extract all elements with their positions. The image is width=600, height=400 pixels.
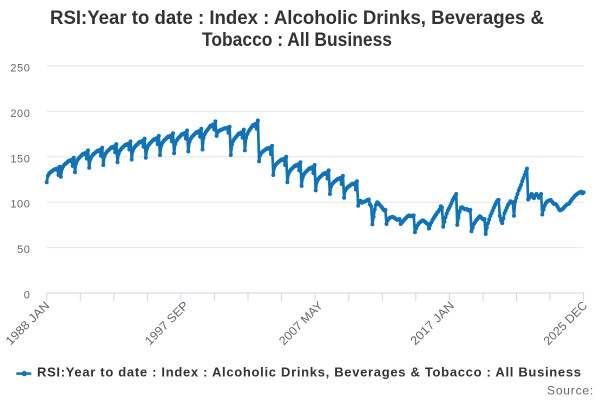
svg-text:150: 150 [10,153,30,165]
svg-text:0: 0 [24,290,31,302]
svg-text:250: 250 [10,63,30,75]
svg-text:200: 200 [10,108,30,120]
svg-text:Source:: Source: [547,384,594,398]
svg-text:Tobacco : All Business: Tobacco : All Business [202,30,392,51]
svg-text:100: 100 [10,199,30,211]
svg-text:50: 50 [17,244,30,256]
svg-text:RSI:Year to date : Index : Alc: RSI:Year to date : Index : Alcoholic Dri… [37,365,581,380]
svg-text:RSI:Year to date : Index : Alc: RSI:Year to date : Index : Alcoholic Dri… [50,8,544,29]
